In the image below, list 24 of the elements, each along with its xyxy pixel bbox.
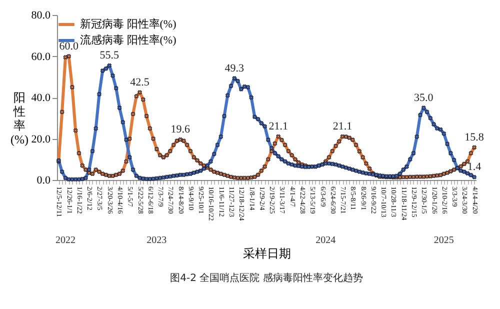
y-tick-label: 0.0 bbox=[36, 174, 51, 186]
text: 2022 bbox=[55, 235, 76, 246]
data-label: 19.6 bbox=[170, 124, 190, 136]
y-tick-label: 60.0 bbox=[31, 50, 51, 63]
data-label: 15.8 bbox=[464, 131, 484, 144]
data-label: 49.3 bbox=[224, 62, 245, 74]
text: 2025 bbox=[434, 235, 454, 246]
data-label: 35.0 bbox=[414, 92, 434, 104]
x-axis-title: 采样日期 bbox=[243, 246, 291, 261]
text: 2023 bbox=[146, 235, 167, 246]
data-label: 60.0 bbox=[59, 40, 79, 52]
data-label: 21.1 bbox=[332, 120, 352, 132]
text: 图4-2 全国哨点医院 感病毒阳性率变化趋势 bbox=[170, 272, 363, 284]
legend-label: 新冠病毒 阳性率(%) bbox=[80, 18, 177, 30]
y-tick-label: 80.0 bbox=[31, 10, 51, 22]
y-tick-label: 40.0 bbox=[31, 92, 51, 104]
data-label: 42.5 bbox=[130, 76, 150, 88]
y-axis-title: 阳性率(%) bbox=[10, 90, 28, 146]
y-tick-label: 20.0 bbox=[31, 133, 51, 146]
legend-label: 流感病毒 阳性率(%) bbox=[80, 34, 177, 46]
data-label: 1.4 bbox=[467, 161, 482, 174]
text: 2024 bbox=[316, 235, 336, 246]
data-label: 21.1 bbox=[268, 120, 288, 132]
data-label: 55.5 bbox=[100, 50, 120, 62]
